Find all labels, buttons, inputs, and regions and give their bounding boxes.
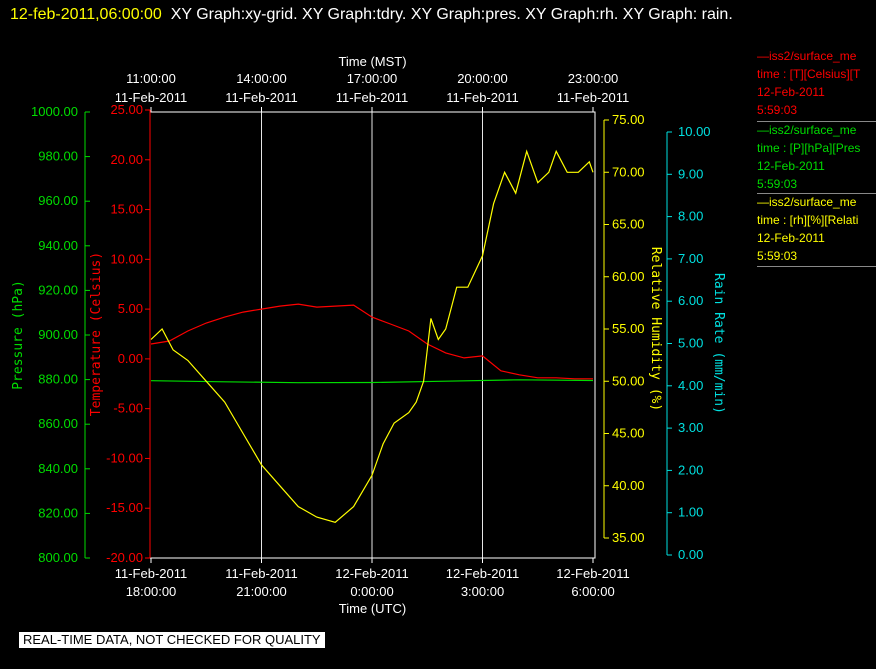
legend-series-date: 12-Feb-2011 (757, 231, 825, 245)
temperature-tick-label: -20.00 (106, 550, 143, 565)
rh-tick-label: 40.00 (612, 478, 645, 493)
rain-tick-label: 7.00 (678, 251, 703, 266)
x-bottom-tick-label: 11-Feb-2011 (115, 566, 188, 581)
x-bottom-tick-label: 12-Feb-2011 (556, 566, 629, 581)
rh-tick-label: 65.00 (612, 217, 645, 232)
title-timestamp: 12-feb-2011,06:00:00 (10, 6, 162, 23)
x-top-axis-title: Time (MST) (338, 54, 406, 69)
rh-tick-label: 75.00 (612, 112, 645, 127)
x-top-tick-label: 14:00:00 (236, 71, 287, 86)
pressure-tick-label: 860.00 (38, 416, 78, 431)
temperature-tick-label: 15.00 (110, 202, 143, 217)
legend-item-temperature: iss2/surface_me time : [T][Celsius][T 12… (757, 47, 876, 119)
x-bottom-tick-label: 18:00:00 (126, 584, 177, 599)
pressure-tick-label: 940.00 (38, 238, 78, 253)
pressure-tick-label: 900.00 (38, 327, 78, 342)
rh-axis-title: Relative Humidity (%) (648, 247, 663, 411)
axes (84, 107, 672, 563)
title-graphs: XY Graph:xy-grid. XY Graph:tdry. XY Grap… (170, 6, 733, 23)
rain-tick-label: 0.00 (678, 547, 703, 562)
legend-item-pressure: iss2/surface_me time : [P][hPa][Pres 12-… (757, 121, 876, 193)
rain-tick-label: 2.00 (678, 462, 703, 477)
x-top-tick-label: 11-Feb-2011 (446, 90, 519, 105)
temperature-tick-label: 10.00 (110, 251, 143, 266)
temperature-axis-title: Temperature (Celsius) (89, 252, 104, 416)
rain-tick-label: 9.00 (678, 166, 703, 181)
rain-axis-title: Rain Rate (mm/min) (711, 273, 726, 414)
temperature-tick-label: 5.00 (118, 301, 143, 316)
x-bottom-tick-label: 3:00:00 (461, 584, 504, 599)
x-bottom-tick-label: 0:00:00 (350, 584, 393, 599)
temperature-tick-label: -10.00 (106, 450, 143, 465)
legend-series-desc: time : [T][Celsius][T (757, 67, 861, 81)
rh-tick-label: 35.00 (612, 530, 645, 545)
pressure-tick-label: 880.00 (38, 372, 78, 387)
pressure-tick-label: 960.00 (38, 193, 78, 208)
rain-tick-label: 1.00 (678, 505, 703, 520)
quality-disclaimer: REAL-TIME DATA, NOT CHECKED FOR QUALITY (19, 632, 325, 648)
legend-series-name: iss2/surface_me (757, 193, 876, 211)
temperature-series-line (150, 303, 593, 380)
grid-lines (261, 112, 483, 558)
x-bottom-tick-label: 6:00:00 (571, 584, 614, 599)
rh-tick-label: 70.00 (612, 164, 645, 179)
axis-labels: 11:00:00 11-Feb-2011 11-Feb-2011 18:00:00 14… (11, 54, 726, 616)
rain-tick-label: 4.00 (678, 378, 703, 393)
x-bottom-tick-label: 12-Feb-2011 (335, 566, 408, 581)
rain-tick-label: 8.00 (678, 209, 703, 224)
pressure-tick-label: 980.00 (38, 149, 78, 164)
rain-tick-label: 5.00 (678, 336, 703, 351)
x-bottom-tick-label: 12-Feb-2011 (446, 566, 519, 581)
x-bottom-tick-label: 11-Feb-2011 (225, 566, 298, 581)
temperature-tick-label: 25.00 (110, 102, 143, 117)
legend-series-time: 5:59:03 (757, 249, 798, 263)
graph-title: 12-feb-2011,06:00:00 XY Graph:xy-grid. X… (10, 2, 750, 28)
rh-tick-label: 50.00 (612, 373, 645, 388)
legend-series-name: iss2/surface_me (757, 121, 876, 139)
x-top-tick-label: 11-Feb-2011 (115, 90, 188, 105)
legend-series-desc: time : [P][hPa][Pres (757, 141, 861, 155)
legend-item-rh: iss2/surface_me time : [rh][%][Relati 12… (757, 193, 876, 265)
temperature-tick-label: -15.00 (106, 500, 143, 515)
pressure-series-line (150, 379, 594, 384)
temperature-tick-label: -5.00 (113, 401, 143, 416)
pressure-tick-label: 840.00 (38, 461, 78, 476)
temperature-tick-label: 0.00 (118, 351, 143, 366)
legend-series-date: 12-Feb-2011 (757, 85, 825, 99)
rh-tick-label: 60.00 (612, 269, 645, 284)
x-top-tick-label: 23:00:00 (568, 71, 619, 86)
x-bottom-axis-title: Time (UTC) (339, 601, 406, 616)
legend-divider (757, 266, 876, 267)
pressure-tick-label: 800.00 (38, 550, 78, 565)
legend-series-desc: time : [rh][%][Relati (757, 213, 859, 227)
pressure-tick-label: 1000.00 (31, 104, 78, 119)
rh-series-line (150, 149, 594, 523)
x-top-tick-label: 20:00:00 (457, 71, 508, 86)
x-top-tick-label: 11-Feb-2011 (557, 90, 630, 105)
rh-tick-label: 55.00 (612, 321, 645, 336)
pressure-tick-label: 920.00 (38, 282, 78, 297)
series (150, 149, 594, 523)
x-top-tick-label: 11-Feb-2011 (336, 90, 409, 105)
pressure-tick-label: 820.00 (38, 505, 78, 520)
legend-series-time: 5:59:03 (757, 103, 798, 117)
rain-tick-label: 6.00 (678, 293, 703, 308)
x-top-tick-label: 17:00:00 (347, 71, 398, 86)
x-bottom-tick-label: 21:00:00 (236, 584, 287, 599)
rain-tick-label: 3.00 (678, 420, 703, 435)
rain-tick-label: 10.00 (678, 124, 711, 139)
pressure-axis-title: Pressure (hPa) (11, 280, 26, 390)
legend-series-name: iss2/surface_me (757, 47, 876, 65)
x-top-tick-label: 11:00:00 (126, 71, 176, 86)
legend-series-date: 12-Feb-2011 (757, 159, 825, 173)
rh-tick-label: 45.00 (612, 426, 645, 441)
legend-series-time: 5:59:03 (757, 177, 798, 191)
x-top-tick-label: 11-Feb-2011 (225, 90, 298, 105)
temperature-tick-label: 20.00 (110, 152, 143, 167)
